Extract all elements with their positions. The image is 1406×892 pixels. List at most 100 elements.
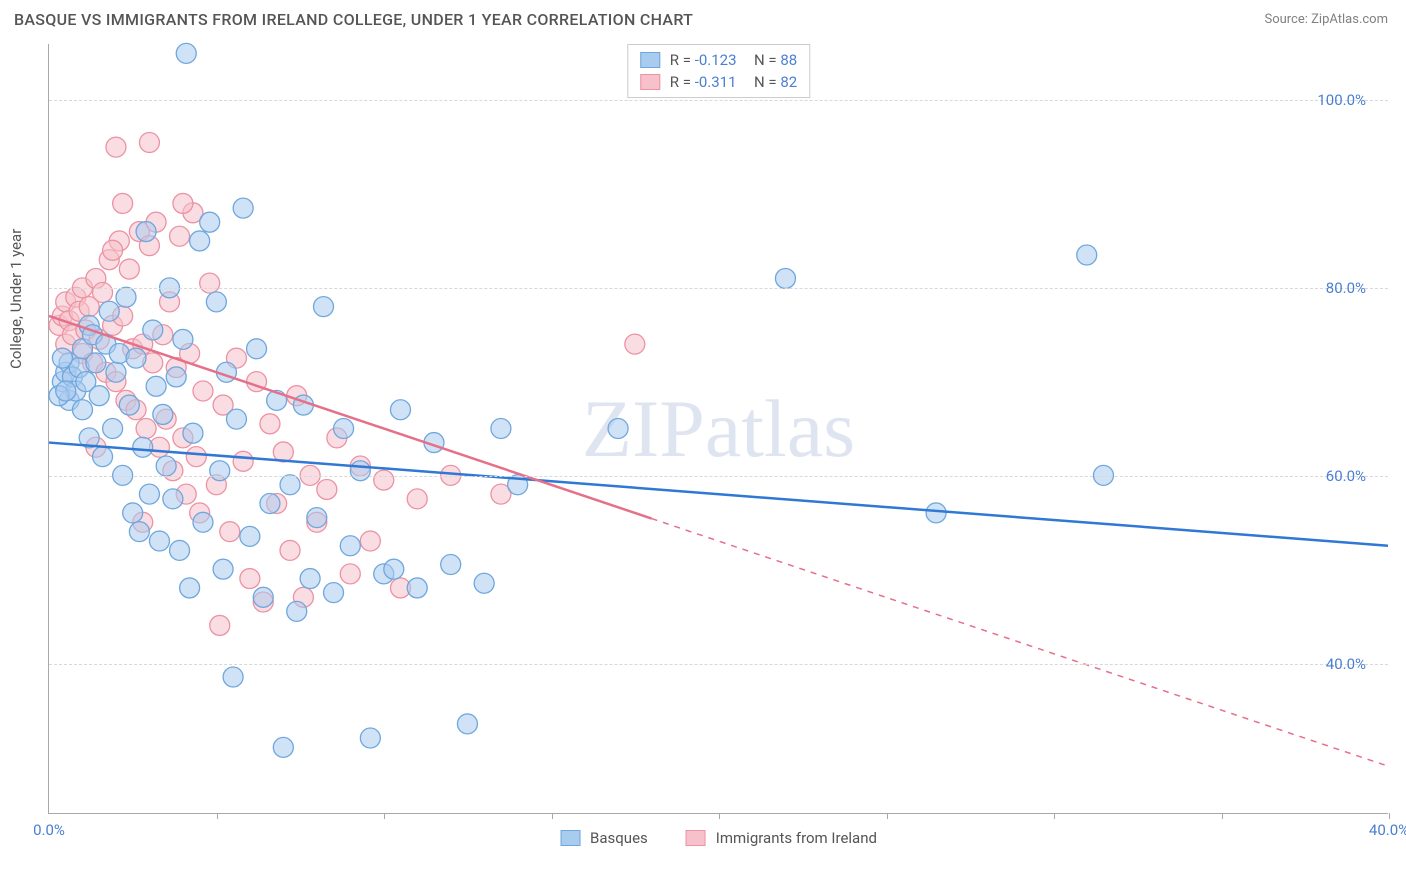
data-point xyxy=(176,43,196,63)
data-point xyxy=(136,419,156,439)
ytick-label: 40.0% xyxy=(1326,655,1366,673)
data-point xyxy=(153,404,173,424)
data-point xyxy=(193,512,213,532)
data-point xyxy=(340,536,360,556)
data-point xyxy=(324,583,344,603)
data-point xyxy=(491,419,511,439)
xtick-mark xyxy=(1389,813,1390,819)
data-point xyxy=(170,226,190,246)
data-point xyxy=(210,461,230,481)
data-point xyxy=(52,348,72,368)
y-axis-label: College, Under 1 year xyxy=(7,229,25,369)
data-point xyxy=(72,400,92,420)
series-legend: Basques Immigrants from Ireland xyxy=(560,829,877,847)
data-point xyxy=(206,292,226,312)
stat-n-ireland: N = 82 xyxy=(747,73,798,91)
data-point xyxy=(86,353,106,373)
data-point xyxy=(360,531,380,551)
data-point xyxy=(180,578,200,598)
trend-line-extrapolated xyxy=(652,519,1388,767)
data-point xyxy=(253,587,273,607)
data-point xyxy=(93,447,113,467)
data-point xyxy=(143,320,163,340)
data-point xyxy=(334,419,354,439)
data-point xyxy=(166,367,186,387)
data-point xyxy=(233,451,253,471)
data-point xyxy=(210,615,230,635)
data-point xyxy=(240,526,260,546)
swatch-ireland-icon xyxy=(686,830,706,846)
xtick-mark xyxy=(1222,813,1223,819)
source-label: Source: ZipAtlas.com xyxy=(1264,12,1388,27)
xtick-mark xyxy=(1054,813,1055,819)
data-point xyxy=(457,714,477,734)
data-point xyxy=(129,522,149,542)
legend-label-basques: Basques xyxy=(590,829,648,847)
data-point xyxy=(390,400,410,420)
data-point xyxy=(340,564,360,584)
data-point xyxy=(280,475,300,495)
data-point xyxy=(260,494,280,514)
data-point xyxy=(474,573,494,593)
stat-r-ireland: R = -0.311 xyxy=(670,73,737,91)
data-point xyxy=(123,503,143,523)
xtick-label: 0.0% xyxy=(33,821,65,839)
data-point xyxy=(116,287,136,307)
data-point xyxy=(149,531,169,551)
chart-title: BASQUE VS IMMIGRANTS FROM IRELAND COLLEG… xyxy=(14,10,693,29)
data-point xyxy=(287,601,307,621)
data-point xyxy=(223,667,243,687)
data-point xyxy=(106,362,126,382)
swatch-basques-icon xyxy=(560,830,580,846)
data-point xyxy=(190,231,210,251)
xtick-mark xyxy=(384,813,385,819)
ytick-label: 80.0% xyxy=(1326,279,1366,297)
data-point xyxy=(374,470,394,490)
chart-header: BASQUE VS IMMIGRANTS FROM IRELAND COLLEG… xyxy=(0,0,1406,37)
data-point xyxy=(280,540,300,560)
xtick-mark xyxy=(217,813,218,819)
data-point xyxy=(99,301,119,321)
data-point xyxy=(126,348,146,368)
data-point xyxy=(170,540,190,560)
plot-area: ZIPatlas R = -0.123 N = 88 R = -0.311 N … xyxy=(48,44,1388,814)
data-point xyxy=(139,484,159,504)
data-point xyxy=(300,569,320,589)
data-point xyxy=(273,737,293,757)
data-point xyxy=(113,193,133,213)
data-point xyxy=(156,456,176,476)
data-point xyxy=(163,489,183,509)
data-point xyxy=(146,376,166,396)
xtick-label: 40.0% xyxy=(1369,821,1406,839)
data-point xyxy=(183,423,203,443)
data-point xyxy=(200,212,220,232)
data-point xyxy=(307,508,327,528)
data-point xyxy=(260,414,280,434)
data-point xyxy=(213,559,233,579)
data-point xyxy=(775,268,795,288)
data-point xyxy=(89,386,109,406)
data-point xyxy=(314,297,334,317)
data-point xyxy=(173,329,193,349)
data-point xyxy=(56,381,76,401)
data-point xyxy=(226,409,246,429)
data-point xyxy=(139,132,159,152)
data-point xyxy=(136,222,156,242)
data-point xyxy=(926,503,946,523)
data-point xyxy=(200,273,220,293)
data-point xyxy=(317,479,337,499)
data-point xyxy=(233,198,253,218)
data-point xyxy=(625,334,645,354)
data-point xyxy=(186,447,206,467)
data-point xyxy=(360,728,380,748)
data-point xyxy=(407,489,427,509)
data-point xyxy=(103,419,123,439)
legend-label-ireland: Immigrants from Ireland xyxy=(716,829,877,847)
data-point xyxy=(608,419,628,439)
data-point xyxy=(133,437,153,457)
stat-r-basques: R = -0.123 xyxy=(670,51,737,69)
data-point xyxy=(93,283,113,303)
data-point xyxy=(193,381,213,401)
data-point xyxy=(384,559,404,579)
data-point xyxy=(173,193,193,213)
